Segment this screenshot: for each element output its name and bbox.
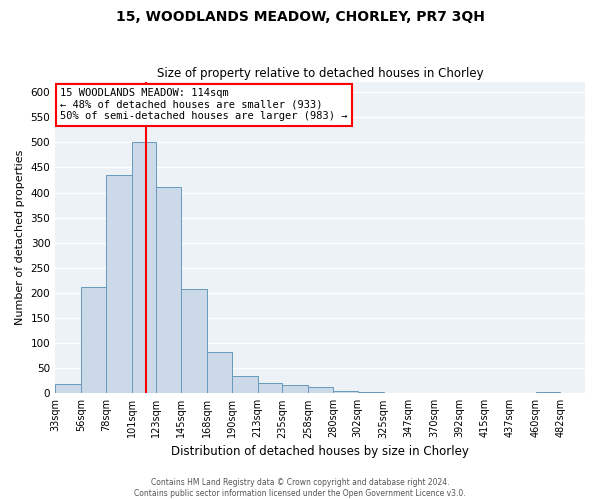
Bar — [232, 376, 257, 394]
Text: 15 WOODLANDS MEADOW: 114sqm
← 48% of detached houses are smaller (933)
50% of se: 15 WOODLANDS MEADOW: 114sqm ← 48% of det… — [61, 88, 348, 122]
Bar — [181, 290, 207, 394]
Bar — [207, 352, 232, 394]
Y-axis label: Number of detached properties: Number of detached properties — [15, 150, 25, 326]
Bar — [358, 392, 383, 394]
Bar — [257, 384, 283, 394]
Bar — [106, 175, 131, 394]
Bar — [283, 385, 308, 394]
Text: Contains HM Land Registry data © Crown copyright and database right 2024.
Contai: Contains HM Land Registry data © Crown c… — [134, 478, 466, 498]
Title: Size of property relative to detached houses in Chorley: Size of property relative to detached ho… — [157, 66, 484, 80]
Bar — [81, 287, 106, 394]
Bar — [157, 188, 181, 394]
Bar — [131, 142, 157, 394]
Bar — [55, 384, 81, 394]
Bar — [333, 391, 358, 394]
X-axis label: Distribution of detached houses by size in Chorley: Distribution of detached houses by size … — [171, 444, 469, 458]
Text: 15, WOODLANDS MEADOW, CHORLEY, PR7 3QH: 15, WOODLANDS MEADOW, CHORLEY, PR7 3QH — [116, 10, 484, 24]
Bar — [536, 392, 560, 394]
Bar — [308, 388, 333, 394]
